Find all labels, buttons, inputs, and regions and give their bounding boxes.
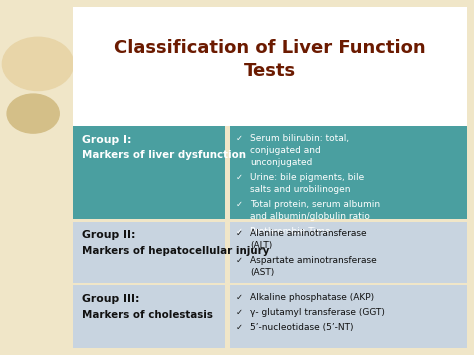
Text: (AST): (AST): [250, 268, 274, 277]
Text: ✓: ✓: [236, 200, 243, 209]
Text: Alkaline phosphatase (AKP): Alkaline phosphatase (AKP): [250, 293, 374, 302]
Bar: [230, 126, 467, 219]
Text: (ALT): (ALT): [250, 241, 273, 250]
Text: and albumin/globulin ratio: and albumin/globulin ratio: [250, 212, 370, 221]
Text: ✓: ✓: [236, 173, 243, 182]
Text: ✓: ✓: [236, 229, 243, 238]
Text: Alanine aminotransferase: Alanine aminotransferase: [250, 229, 367, 238]
Text: Markers of hepatocellular injury: Markers of hepatocellular injury: [82, 246, 269, 256]
Circle shape: [2, 37, 73, 91]
Text: Total protein, serum albumin: Total protein, serum albumin: [250, 200, 381, 209]
Text: ✓: ✓: [236, 323, 243, 332]
Text: conjugated and: conjugated and: [250, 146, 321, 155]
Bar: [73, 126, 225, 219]
Bar: [73, 285, 225, 348]
Text: Group I:: Group I:: [82, 135, 131, 145]
Text: ✓: ✓: [236, 256, 243, 265]
Text: ✓: ✓: [236, 134, 243, 143]
Text: unconjugated: unconjugated: [250, 158, 313, 167]
Text: Prothrombin Time: Prothrombin Time: [250, 227, 331, 236]
Text: Group II:: Group II:: [82, 230, 136, 240]
Text: ✓: ✓: [236, 308, 243, 317]
Text: Aspartate aminotransferase: Aspartate aminotransferase: [250, 256, 377, 265]
Text: 5’-nucleotidase (5’-NT): 5’-nucleotidase (5’-NT): [250, 323, 354, 332]
Text: ✓: ✓: [236, 227, 243, 236]
Text: Urine: bile pigments, bile: Urine: bile pigments, bile: [250, 173, 365, 182]
Bar: [230, 222, 467, 283]
Text: Serum bilirubin: total,: Serum bilirubin: total,: [250, 134, 349, 143]
Bar: [230, 285, 467, 348]
Text: Markers of liver dysfunction: Markers of liver dysfunction: [82, 150, 246, 160]
Bar: [73, 7, 467, 126]
Text: Group III:: Group III:: [82, 294, 139, 304]
Text: Classification of Liver Function
Tests: Classification of Liver Function Tests: [114, 39, 426, 80]
Text: Markers of cholestasis: Markers of cholestasis: [82, 310, 213, 320]
Bar: [73, 222, 225, 283]
Circle shape: [7, 94, 59, 133]
Text: salts and urobilinogen: salts and urobilinogen: [250, 185, 351, 194]
Text: γ- glutamyl transferase (GGT): γ- glutamyl transferase (GGT): [250, 308, 385, 317]
Text: ✓: ✓: [236, 293, 243, 302]
